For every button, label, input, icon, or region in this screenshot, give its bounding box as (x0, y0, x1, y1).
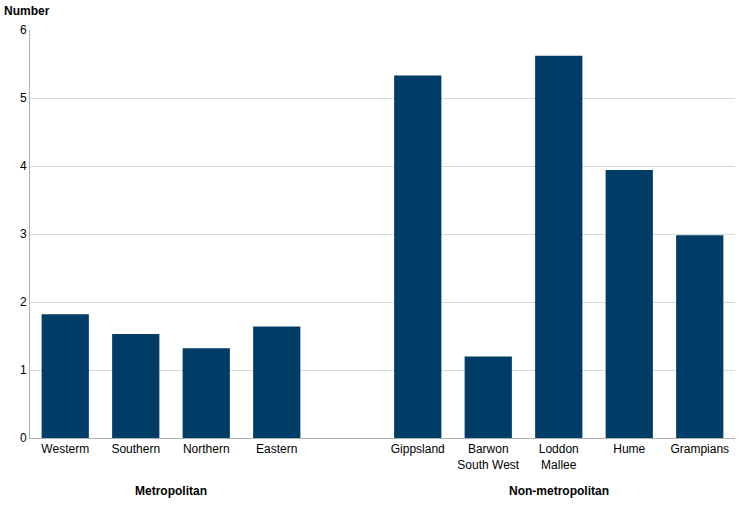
svg-text:Northern: Northern (183, 442, 230, 456)
svg-text:Metropolitan: Metropolitan (135, 484, 207, 498)
svg-text:Non-metropolitan: Non-metropolitan (509, 484, 609, 498)
svg-text:0: 0 (20, 431, 27, 445)
svg-text:BarwonSouth West: BarwonSouth West (457, 442, 519, 472)
svg-text:Hume: Hume (613, 442, 645, 456)
svg-text:6: 6 (20, 23, 27, 37)
svg-text:Southern: Southern (111, 442, 160, 456)
svg-text:Grampians: Grampians (670, 442, 729, 456)
svg-text:Westerm: Westerm (41, 442, 89, 456)
svg-text:5: 5 (20, 91, 27, 105)
svg-text:Number: Number (4, 4, 50, 18)
svg-text:Gippsland: Gippsland (391, 442, 445, 456)
svg-text:3: 3 (20, 227, 27, 241)
svg-text:1: 1 (20, 363, 27, 377)
svg-text:2: 2 (20, 295, 27, 309)
svg-text:LoddonMallee: LoddonMallee (539, 442, 579, 472)
svg-text:4: 4 (20, 159, 27, 173)
svg-text:Eastern: Eastern (256, 442, 297, 456)
